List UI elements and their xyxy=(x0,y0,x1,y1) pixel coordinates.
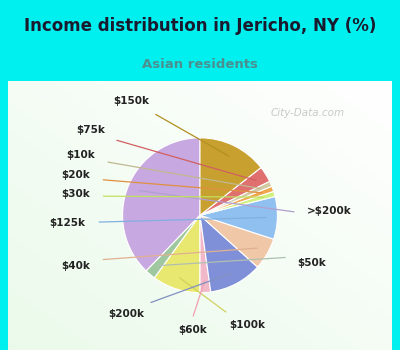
Wedge shape xyxy=(200,191,275,215)
Wedge shape xyxy=(200,168,270,215)
Wedge shape xyxy=(122,138,200,271)
Wedge shape xyxy=(200,196,278,239)
Wedge shape xyxy=(200,215,274,267)
Wedge shape xyxy=(200,215,258,292)
Wedge shape xyxy=(200,186,274,215)
Text: $40k: $40k xyxy=(61,261,90,271)
Text: $10k: $10k xyxy=(67,150,96,160)
Text: $100k: $100k xyxy=(230,320,266,330)
Wedge shape xyxy=(154,215,200,293)
Text: $20k: $20k xyxy=(61,170,90,180)
Text: $30k: $30k xyxy=(61,189,90,198)
Wedge shape xyxy=(200,181,272,215)
Text: $125k: $125k xyxy=(50,218,86,228)
Text: City-Data.com: City-Data.com xyxy=(270,108,344,118)
Wedge shape xyxy=(200,215,211,293)
Text: $200k: $200k xyxy=(108,309,144,319)
Text: Asian residents: Asian residents xyxy=(142,58,258,71)
Text: $75k: $75k xyxy=(77,125,106,135)
Text: $50k: $50k xyxy=(297,258,326,268)
Text: Income distribution in Jericho, NY (%): Income distribution in Jericho, NY (%) xyxy=(24,17,376,35)
Text: $60k: $60k xyxy=(178,325,207,335)
Wedge shape xyxy=(200,138,261,215)
Wedge shape xyxy=(146,215,200,278)
Text: >$200k: >$200k xyxy=(307,206,352,216)
Text: $150k: $150k xyxy=(114,96,150,106)
